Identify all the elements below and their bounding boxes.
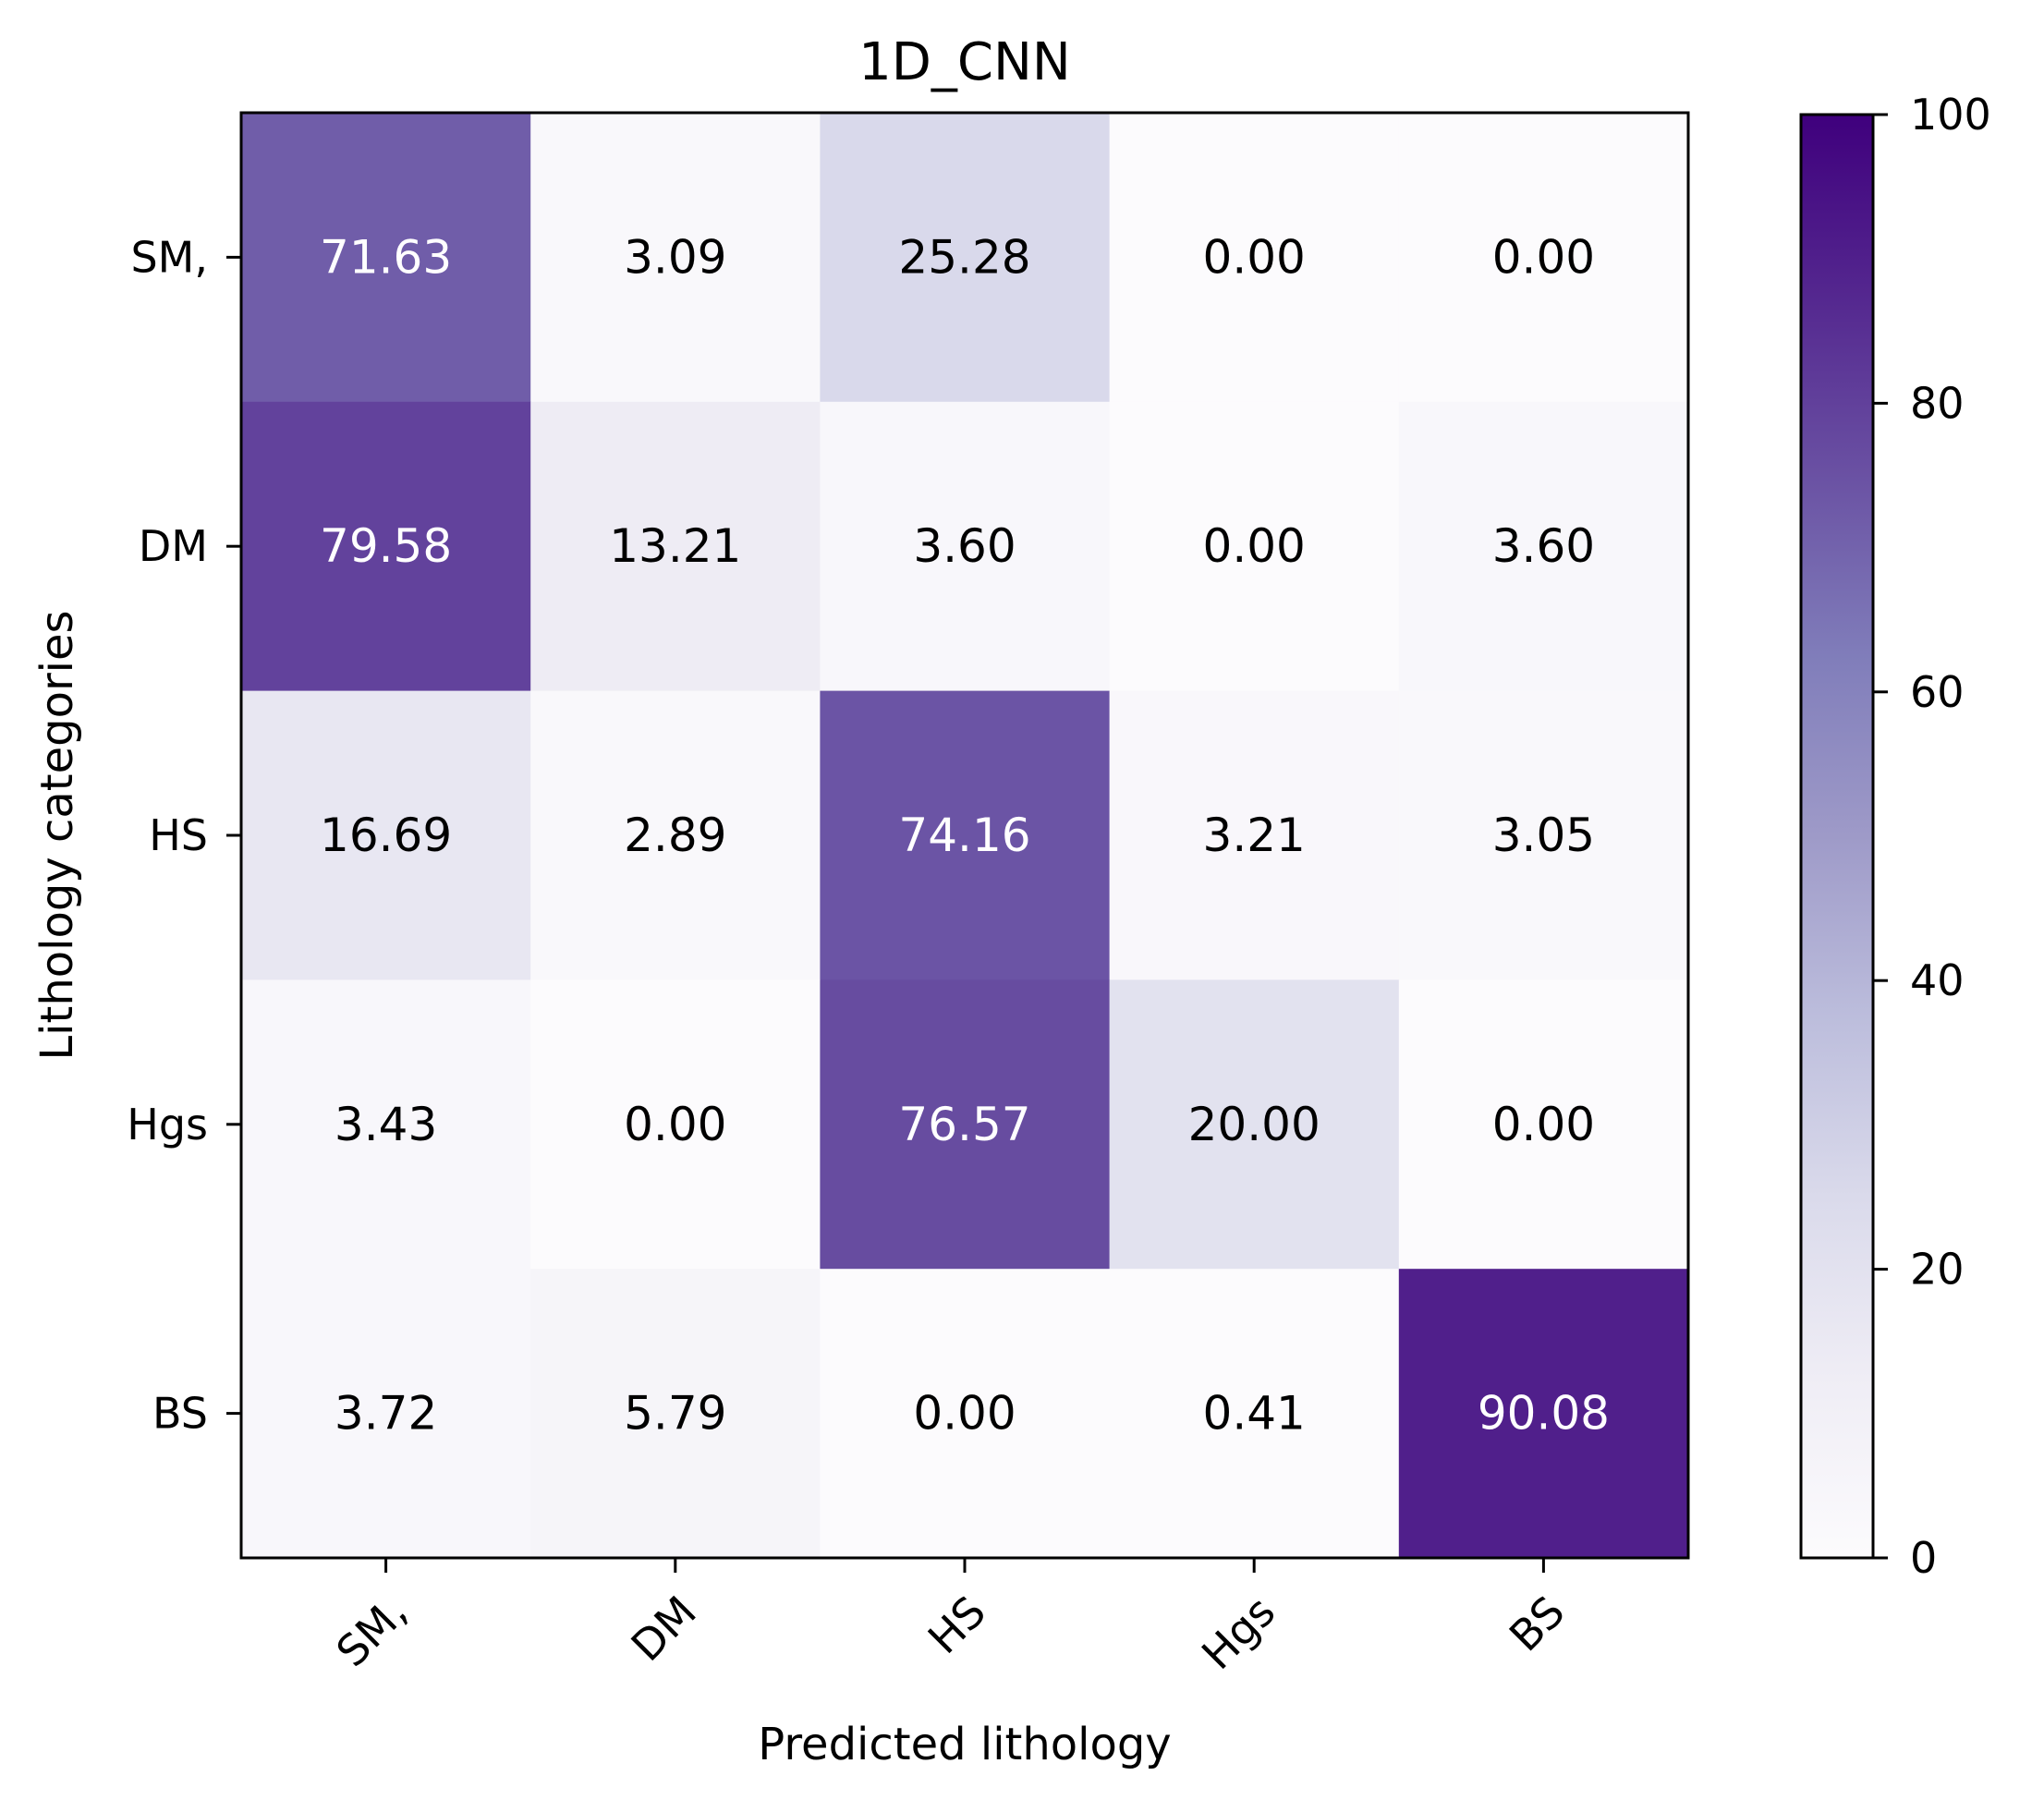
cell-value-label: 0.41 (1203, 1387, 1306, 1441)
heatmap-cell (820, 979, 1111, 1270)
cell-value-label: 74.16 (898, 809, 1030, 862)
cell-value-label: 5.79 (624, 1387, 726, 1441)
heatmap-cell (1398, 113, 1689, 403)
colorbar-ticks: 0 20 40 60 80 100 (1873, 90, 1991, 1583)
cell-value-label: 3.60 (913, 519, 1016, 573)
cell-value-label: 16.69 (320, 809, 452, 862)
heatmap-cell (241, 113, 531, 403)
cell-value-label: 3.60 (1492, 519, 1595, 573)
heatmap-cell (1109, 113, 1400, 403)
chart-title: 1D_CNN (858, 32, 1071, 92)
cell-value-label: 3.05 (1492, 809, 1595, 862)
heatmap-cell (530, 979, 821, 1270)
colorbar-tick-label: 60 (1910, 667, 1965, 717)
cell-value-label: 3.21 (1203, 809, 1306, 862)
y-axis-label: Lithology categories (31, 610, 83, 1060)
colorbar (1799, 113, 1875, 1560)
cell-value-label: 71.63 (320, 230, 452, 284)
heatmap-cell (1398, 1269, 1689, 1559)
cell-value-label: 0.00 (1203, 230, 1306, 284)
heatmap-cell (241, 690, 531, 980)
heatmap-cell (820, 113, 1111, 403)
x-tick-label: BS (1500, 1587, 1575, 1661)
cell-value-label: 3.09 (624, 230, 726, 284)
cell-value-label: 25.28 (898, 230, 1030, 284)
cell-value-label: 79.58 (320, 519, 452, 573)
cell-value-label: 0.00 (1203, 519, 1306, 573)
y-tick-label: Hgs (127, 1100, 208, 1149)
heatmap-cell (820, 1269, 1111, 1559)
colorbar-tick-label: 0 (1910, 1533, 1937, 1583)
heatmap-cell (820, 690, 1111, 980)
heatmap-cell (1109, 690, 1400, 980)
cell-value-label: 3.72 (335, 1387, 437, 1441)
colorbar-tick-label: 20 (1910, 1245, 1965, 1295)
heatmap-cell (1109, 979, 1400, 1270)
colorbar-tick-label: 80 (1910, 378, 1965, 428)
x-tick-label: HS (919, 1587, 995, 1663)
colorbar-tick-label: 100 (1910, 90, 1991, 140)
heatmap-cell (530, 690, 821, 980)
cell-value-label: 0.00 (1492, 230, 1595, 284)
cell-value-label: 13.21 (609, 519, 741, 573)
heatmap-cell (530, 1269, 821, 1559)
x-tick-label: Hgs (1192, 1587, 1284, 1679)
cell-value-label: 20.00 (1188, 1098, 1320, 1151)
heatmap-cell (530, 401, 821, 692)
y-tick-label: BS (152, 1389, 208, 1439)
heatmap-cell (1398, 401, 1689, 692)
y-tick-label: SM, (130, 232, 208, 282)
heatmap-cell (1109, 401, 1400, 692)
heatmap-cell-labels: 71.63 3.09 25.28 0.00 0.00 79.58 13.21 3.60 0.00… (320, 230, 1610, 1440)
cell-value-label: 0.00 (624, 1098, 726, 1151)
heatmap-cell (241, 401, 531, 692)
x-tick-label: DM (622, 1587, 706, 1671)
heatmap-cell (1109, 1269, 1400, 1559)
heatmap-cell (1398, 690, 1689, 980)
colorbar-tick-label: 40 (1910, 955, 1965, 1005)
cell-value-label: 0.00 (1492, 1098, 1595, 1151)
heatmap-cell (820, 401, 1111, 692)
x-axis: SM, DM HS Hgs BS (326, 1558, 1574, 1679)
y-axis: SM, DM HS Hgs BS (127, 232, 241, 1439)
heatmap-cells (241, 113, 1689, 1559)
y-tick-label: DM (139, 521, 208, 571)
cell-value-label: 3.43 (335, 1098, 437, 1151)
cell-value-label: 0.00 (913, 1387, 1016, 1441)
heatmap-cell (241, 979, 531, 1270)
x-axis-label: Predicted lithology (758, 1719, 1171, 1770)
cell-value-label: 2.89 (624, 809, 726, 862)
heatmap-cell (1398, 979, 1689, 1270)
cell-value-label: 90.08 (1478, 1387, 1610, 1441)
cell-value-label: 76.57 (898, 1098, 1030, 1151)
heatmap-cell (241, 1269, 531, 1559)
x-tick-label: SM, (326, 1587, 416, 1676)
heatmap-cell (530, 113, 821, 403)
y-tick-label: HS (149, 810, 208, 860)
